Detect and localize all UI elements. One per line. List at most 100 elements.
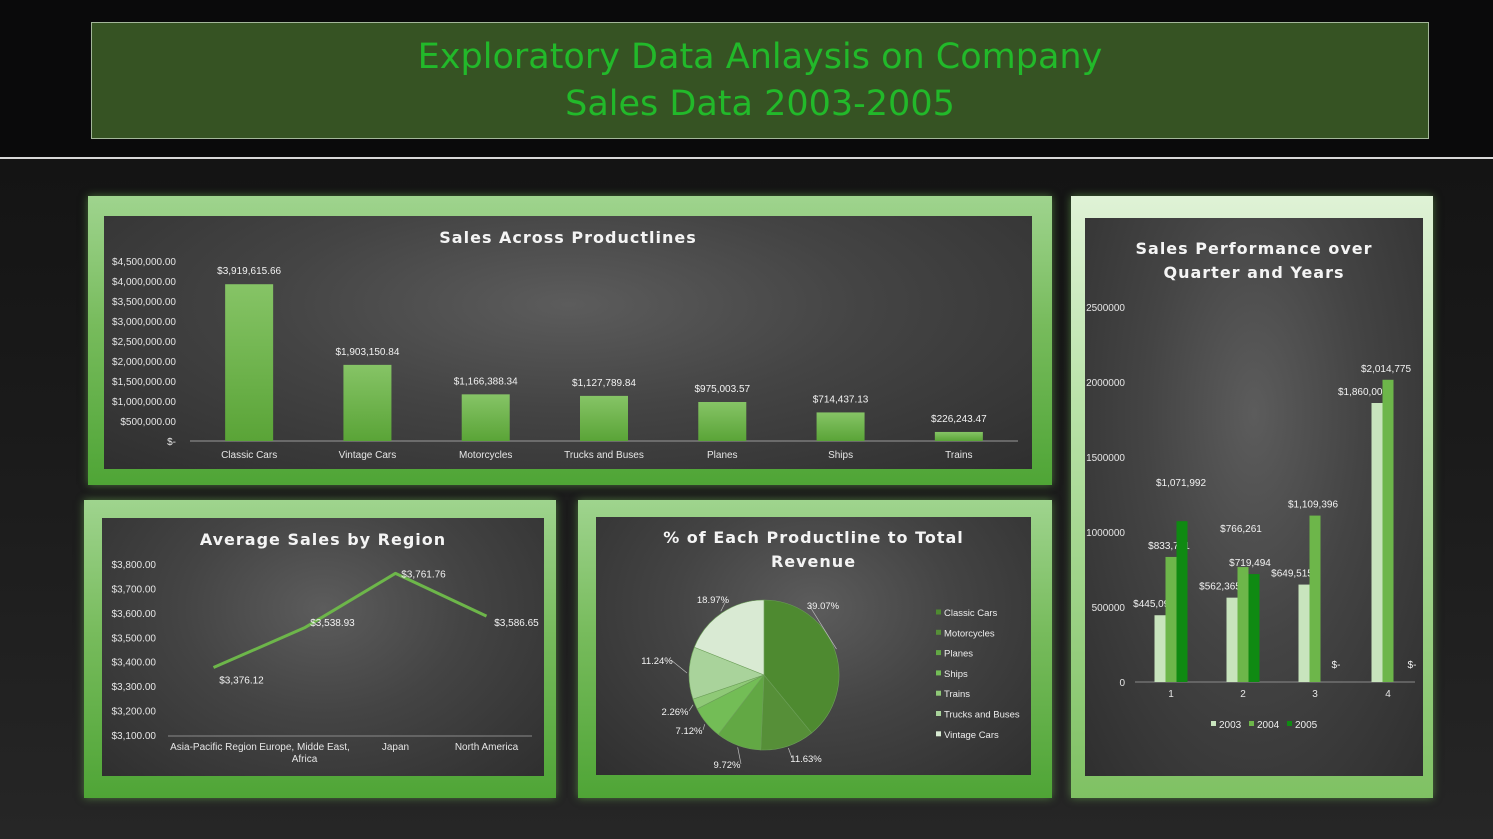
region-chart-title: Average Sales by Region <box>199 530 447 549</box>
share-chart-title-line1: % of Each Productline to Total <box>663 528 964 547</box>
legend-label: 2004 <box>1257 720 1280 731</box>
quarter-chart-panel: Sales Performance over Quarter and Years… <box>1085 218 1423 776</box>
legend-label: Planes <box>944 649 973 660</box>
y-tick-label: $3,300.00 <box>112 682 157 693</box>
bar-value-label: $975,003.57 <box>694 384 750 395</box>
y-tick-label: $4,000,000.00 <box>112 277 176 288</box>
bar-value-label: $2,014,775 <box>1361 364 1411 375</box>
dashboard-title-box: Exploratory Data Anlaysis on Company Sal… <box>91 22 1429 139</box>
legend-swatch <box>936 670 941 676</box>
pie-value-label: 11.63% <box>790 754 822 765</box>
y-tick-label: 1500000 <box>1086 453 1125 464</box>
dashboard-title-line2: Sales Data 2003-2005 <box>565 83 955 124</box>
y-tick-label: $2,000,000.00 <box>112 357 176 368</box>
quarter-chart-title-line1: Sales Performance over <box>1135 239 1373 258</box>
bar-q4-2004 <box>1382 379 1394 682</box>
bar-value-label: $1,109,396 <box>1288 500 1338 511</box>
quarter-chart-title: Sales Performance over Quarter and Years <box>1085 237 1423 285</box>
pie-leader-line <box>720 598 728 612</box>
pie-leader-line <box>670 659 688 674</box>
point-value-label: $3,376.12 <box>219 676 264 687</box>
legend-swatch <box>936 690 941 696</box>
x-tick-label: 1 <box>1168 689 1174 700</box>
y-tick-label: $- <box>167 437 176 448</box>
bar-value-label: $3,919,615.66 <box>217 266 281 277</box>
legend-swatch <box>936 609 941 615</box>
y-tick-label: $3,700.00 <box>112 584 157 595</box>
pie-value-label: 2.26% <box>662 707 689 718</box>
bar-value-label: $719,494 <box>1229 558 1271 569</box>
bar-value-label: $833,731 <box>1148 541 1190 552</box>
y-tick-label: $3,800.00 <box>112 560 157 571</box>
bar-q1-2004 <box>1165 556 1177 682</box>
y-tick-label: $1,000,000.00 <box>112 397 176 408</box>
pie-value-label: 39.07% <box>807 601 840 612</box>
y-tick-label: $3,600.00 <box>112 609 157 620</box>
x-tick-label: Planes <box>707 450 738 461</box>
pie-value-label: 18.97% <box>697 595 730 606</box>
x-tick-label: Ships <box>828 450 853 461</box>
point-value-label: $3,586.65 <box>494 618 539 629</box>
bar-value-label: $1,860,005 <box>1338 387 1388 398</box>
legend-swatch <box>936 629 941 635</box>
legend-swatch <box>936 711 941 716</box>
pie-leader-line <box>702 724 706 731</box>
quarter-chart-svg: 0 500000 1000000 1500000 2000000 2500000 $445,… <box>1086 303 1416 731</box>
pie-value-label: 7.12% <box>676 726 703 737</box>
pie-slice-classic-cars <box>763 599 840 734</box>
pie-value-label: 9.72% <box>714 760 741 771</box>
legend-swatch <box>936 650 941 656</box>
x-tick-label: Vintage Cars <box>339 450 397 461</box>
bar-q3-2004 <box>1309 515 1321 682</box>
share-chart-title: % of Each Productline to Total Revenue <box>596 526 1031 574</box>
x-tick-label: Japan <box>382 742 409 753</box>
pie-leader-line <box>737 747 742 765</box>
x-tick-label: 4 <box>1385 689 1391 700</box>
bar-q4-2003 <box>1371 402 1383 682</box>
legend-label: 2005 <box>1295 720 1318 731</box>
bar-value-label: $1,071,992 <box>1156 478 1206 489</box>
legend-label: Trucks and Buses <box>944 710 1020 721</box>
bar-value-label: $766,261 <box>1220 524 1262 535</box>
region-chart-svg: $3,100.00 $3,200.00 $3,300.00 $3,400.00 $3,5… <box>112 560 540 765</box>
bar-planes <box>698 401 747 441</box>
dashboard-title-line1: Exploratory Data Anlaysis on Company <box>417 36 1103 77</box>
y-tick-label: $3,500,000.00 <box>112 297 176 308</box>
bar-trucks-and-buses <box>580 395 628 441</box>
legend-label: Classic Cars <box>944 608 998 619</box>
productline-chart-svg: $- $500,000.00 $1,000,000.00 $1,500,000.00 $… <box>112 257 1018 461</box>
bar-motorcycles <box>461 394 510 441</box>
bar-value-label: $445,095 <box>1133 599 1175 610</box>
x-tick-label: Africa <box>292 754 318 765</box>
bar-q1-2005 <box>1176 521 1188 682</box>
bar-value-label: $562,365 <box>1199 582 1241 593</box>
y-tick-label: 0 <box>1119 678 1125 689</box>
share-chart-svg: 39.07% 11.63% 9.72% 7.12% 2.26% 11.24% 18.97% C… <box>641 595 1020 771</box>
x-tick-label: North America <box>455 742 519 753</box>
y-tick-label: $500,000.00 <box>120 417 176 428</box>
y-tick-label: $3,200.00 <box>112 707 157 718</box>
y-tick-label: 1000000 <box>1086 528 1125 539</box>
bar-q1-2003 <box>1154 615 1166 682</box>
quarter-chart-title-line2: Quarter and Years <box>1163 263 1345 282</box>
point-value-label: $3,538.93 <box>310 618 355 629</box>
y-tick-label: $3,400.00 <box>112 658 157 669</box>
x-tick-label: Trains <box>945 450 972 461</box>
legend-label: 2003 <box>1219 720 1242 731</box>
bar-value-label: $649,515 <box>1271 569 1313 580</box>
bar-vintage-cars <box>343 364 392 441</box>
y-tick-label: $4,500,000.00 <box>112 257 176 268</box>
bar-value-label: $714,437.13 <box>813 394 869 405</box>
legend-label: Vintage Cars <box>944 730 999 741</box>
bar-trains <box>934 431 983 441</box>
pie-slice-vintage-cars <box>693 599 765 676</box>
y-tick-label: $3,100.00 <box>112 731 157 742</box>
productline-chart-panel: Sales Across Productlines $- $500,000.00 $… <box>104 216 1032 469</box>
bar-q2-2003 <box>1226 597 1238 682</box>
productline-chart-title: Sales Across Productlines <box>439 228 697 247</box>
bar-value-label: $1,903,150.84 <box>335 347 399 358</box>
legend-swatch <box>936 731 941 737</box>
y-tick-label: $3,500.00 <box>112 633 157 644</box>
pie-leader-line <box>808 604 837 650</box>
legend-swatch <box>1211 721 1216 726</box>
